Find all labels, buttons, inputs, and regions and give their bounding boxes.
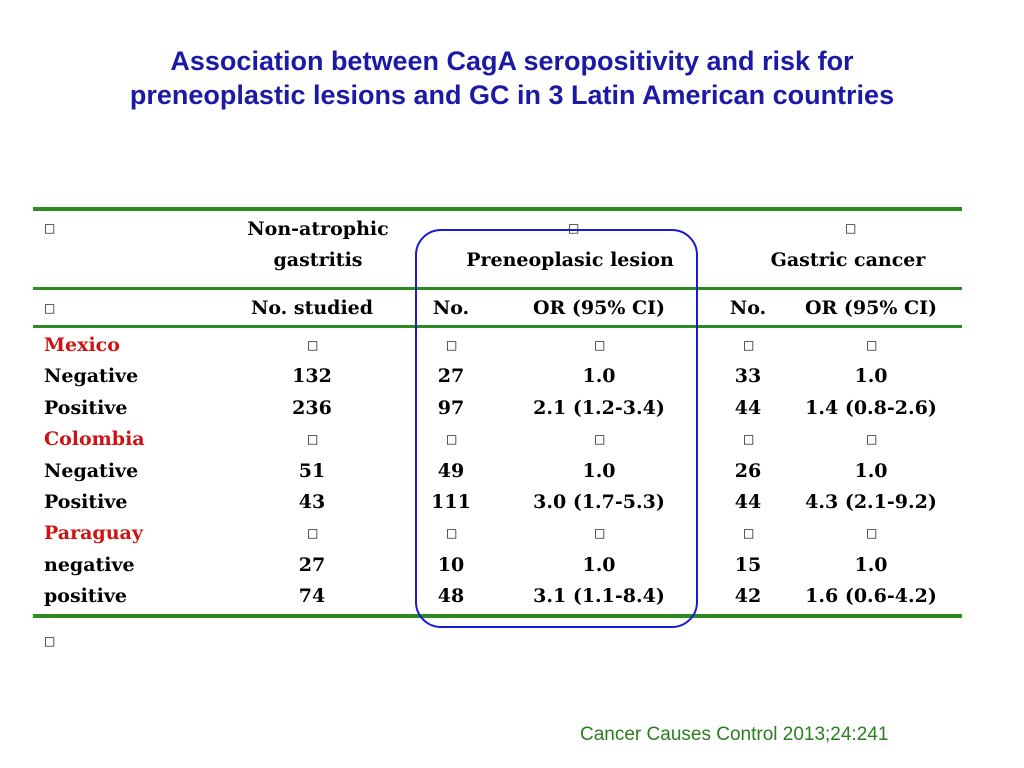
country-label: Colombia bbox=[44, 428, 145, 450]
cell-pre-or: 2.1 (1.2-3.4) bbox=[533, 397, 665, 419]
header-preneoplasic-lesion: Preneoplasic lesion bbox=[466, 249, 674, 271]
placeholder-glyph: □ bbox=[594, 338, 606, 352]
cell-no-studied: 236 bbox=[292, 397, 332, 419]
cell-pre-no: 49 bbox=[437, 460, 465, 482]
cell-gc-or: 1.0 bbox=[854, 460, 888, 482]
cell-gc-or: 4.3 (2.1-9.2) bbox=[805, 491, 937, 513]
cell-gc-no: 33 bbox=[734, 365, 762, 387]
cell-no-studied: 74 bbox=[298, 585, 326, 607]
row-label: Negative bbox=[44, 460, 139, 482]
placeholder-glyph: □ bbox=[446, 432, 458, 446]
cell-gc-or: 1.4 (0.8-2.6) bbox=[805, 397, 937, 419]
cell-pre-or: 1.0 bbox=[582, 460, 616, 482]
placeholder-glyph: □ bbox=[866, 338, 878, 352]
table-top-rule bbox=[33, 207, 962, 211]
header-nag-line2: gastritis bbox=[273, 249, 363, 271]
header-gc-no: No. bbox=[729, 297, 767, 319]
cell-gc-no: 26 bbox=[734, 460, 762, 482]
placeholder-glyph: □ bbox=[866, 526, 878, 540]
table-header-rule bbox=[33, 287, 962, 290]
cell-pre-or: 1.0 bbox=[582, 554, 616, 576]
slide-title: Association between CagA seropositivity … bbox=[0, 44, 1024, 112]
header-gc-or: OR (95% CI) bbox=[804, 297, 938, 319]
header-gastric-cancer: Gastric cancer bbox=[770, 249, 926, 271]
placeholder-glyph: □ bbox=[743, 432, 755, 446]
cell-pre-or: 3.0 (1.7-5.3) bbox=[533, 491, 665, 513]
cell-gc-or: 1.6 (0.6-4.2) bbox=[805, 585, 937, 607]
cell-pre-no: 27 bbox=[437, 365, 465, 387]
header-nag-line1: Non-atrophic bbox=[247, 218, 389, 240]
cell-gc-or: 1.0 bbox=[854, 554, 888, 576]
placeholder-glyph: □ bbox=[594, 526, 606, 540]
placeholder-glyph: □ bbox=[594, 432, 606, 446]
placeholder-glyph: □ bbox=[845, 221, 857, 235]
row-label: Positive bbox=[44, 397, 128, 419]
placeholder-glyph: □ bbox=[44, 221, 56, 235]
placeholder-glyph: □ bbox=[866, 432, 878, 446]
placeholder-glyph: □ bbox=[44, 301, 56, 315]
cell-gc-no: 15 bbox=[734, 554, 762, 576]
cell-no-studied: 51 bbox=[298, 460, 326, 482]
table-bottom-rule bbox=[33, 614, 962, 618]
cell-gc-no: 44 bbox=[734, 397, 762, 419]
cell-no-studied: 27 bbox=[298, 554, 326, 576]
country-label: Paraguay bbox=[44, 522, 143, 544]
cell-no-studied: 132 bbox=[292, 365, 332, 387]
cell-pre-or: 1.0 bbox=[582, 365, 616, 387]
header-no-studied: No. studied bbox=[250, 297, 374, 319]
cell-pre-no: 10 bbox=[437, 554, 465, 576]
row-label: negative bbox=[44, 554, 135, 576]
title-line-1: Association between CagA seropositivity … bbox=[170, 46, 854, 76]
placeholder-glyph: □ bbox=[307, 338, 319, 352]
row-label: positive bbox=[44, 585, 127, 607]
cell-pre-no: 97 bbox=[437, 397, 465, 419]
row-label: Negative bbox=[44, 365, 139, 387]
cell-gc-no: 42 bbox=[734, 585, 762, 607]
highlight-oval bbox=[415, 229, 698, 628]
placeholder-glyph: □ bbox=[307, 526, 319, 540]
placeholder-glyph: □ bbox=[568, 221, 580, 235]
cell-gc-or: 1.0 bbox=[854, 365, 888, 387]
placeholder-glyph: □ bbox=[44, 634, 56, 648]
country-label: Mexico bbox=[44, 334, 120, 356]
placeholder-glyph: □ bbox=[446, 526, 458, 540]
placeholder-glyph: □ bbox=[743, 338, 755, 352]
table-subheader-rule bbox=[33, 325, 962, 328]
header-pre-or: OR (95% CI) bbox=[532, 297, 666, 319]
cell-no-studied: 43 bbox=[298, 491, 326, 513]
citation: Cancer Causes Control 2013;24:241 bbox=[580, 724, 889, 745]
cell-pre-no: 48 bbox=[437, 585, 465, 607]
placeholder-glyph: □ bbox=[743, 526, 755, 540]
cell-pre-no: 111 bbox=[431, 491, 471, 513]
cell-pre-or: 3.1 (1.1-8.4) bbox=[533, 585, 665, 607]
cell-gc-no: 44 bbox=[734, 491, 762, 513]
title-line-2: preneoplastic lesions and GC in 3 Latin … bbox=[129, 80, 895, 110]
placeholder-glyph: □ bbox=[307, 432, 319, 446]
header-pre-no: No. bbox=[432, 297, 470, 319]
placeholder-glyph: □ bbox=[446, 338, 458, 352]
row-label: Positive bbox=[44, 491, 128, 513]
